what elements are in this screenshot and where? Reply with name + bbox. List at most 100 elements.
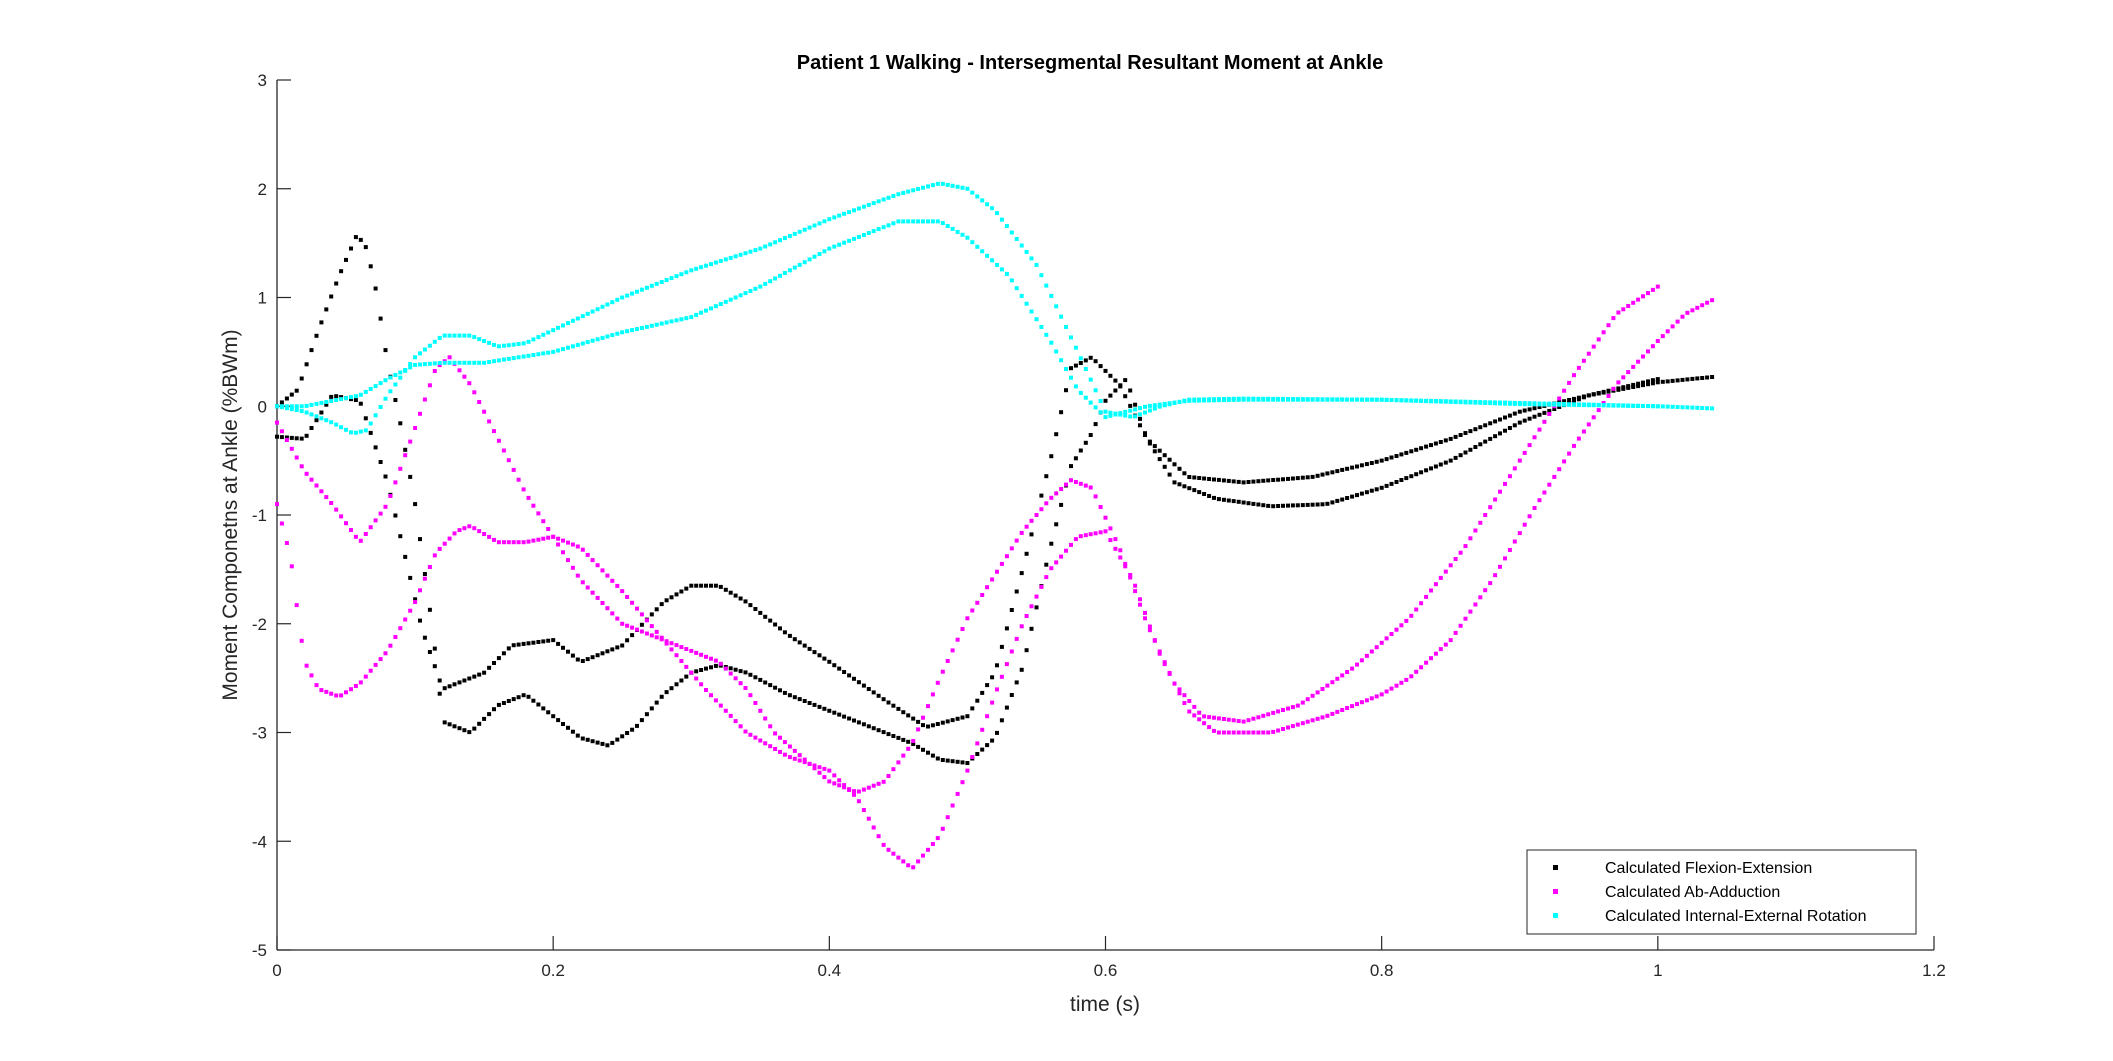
data-point bbox=[324, 402, 329, 407]
data-point bbox=[669, 641, 674, 646]
data-point bbox=[319, 410, 324, 415]
data-point bbox=[664, 690, 669, 695]
data-point bbox=[748, 249, 753, 254]
data-point bbox=[817, 765, 822, 770]
data-point bbox=[314, 683, 319, 688]
data-point bbox=[1542, 490, 1547, 495]
data-point bbox=[284, 541, 289, 545]
data-point bbox=[1216, 716, 1221, 721]
data-point bbox=[294, 603, 299, 608]
data-point bbox=[1088, 485, 1093, 490]
data-point bbox=[1488, 400, 1493, 405]
data-point bbox=[861, 787, 866, 792]
data-point bbox=[620, 589, 625, 594]
data-point bbox=[891, 194, 896, 198]
data-point bbox=[975, 600, 980, 605]
data-point bbox=[945, 659, 950, 663]
data-point bbox=[447, 722, 452, 727]
data-point bbox=[1241, 480, 1246, 485]
data-point bbox=[921, 185, 925, 190]
data-point bbox=[694, 266, 699, 271]
data-point bbox=[472, 390, 477, 395]
data-point bbox=[782, 236, 787, 241]
data-point bbox=[965, 768, 970, 773]
data-point bbox=[566, 345, 570, 350]
data-point bbox=[891, 221, 896, 226]
data-point bbox=[1399, 398, 1404, 403]
data-point bbox=[447, 333, 452, 338]
data-point bbox=[832, 663, 837, 668]
data-point bbox=[1300, 721, 1305, 726]
data-point bbox=[1586, 422, 1591, 427]
data-point bbox=[1202, 476, 1207, 481]
data-point bbox=[329, 501, 334, 505]
data-point bbox=[1414, 447, 1419, 452]
data-point bbox=[289, 446, 294, 451]
data-point bbox=[625, 638, 630, 643]
data-point bbox=[324, 400, 329, 404]
data-point bbox=[1572, 402, 1576, 407]
data-point bbox=[388, 375, 393, 380]
data-point bbox=[1374, 397, 1379, 402]
data-point bbox=[1088, 532, 1093, 537]
data-point bbox=[1581, 395, 1586, 400]
data-point bbox=[1424, 660, 1429, 665]
data-point bbox=[935, 722, 940, 726]
data-point bbox=[876, 693, 881, 698]
data-point bbox=[1078, 448, 1083, 453]
data-point bbox=[561, 347, 565, 352]
data-point bbox=[1034, 262, 1039, 267]
data-point bbox=[506, 356, 511, 361]
data-point bbox=[1207, 494, 1212, 498]
data-point bbox=[279, 400, 284, 405]
data-point bbox=[1488, 421, 1493, 426]
data-point bbox=[901, 859, 906, 864]
data-point bbox=[605, 573, 610, 578]
data-point bbox=[1517, 531, 1522, 536]
data-point bbox=[314, 333, 319, 338]
data-point bbox=[1004, 271, 1009, 276]
data-point bbox=[1078, 534, 1083, 539]
data-point bbox=[1192, 713, 1197, 718]
data-point bbox=[492, 342, 496, 347]
data-point bbox=[1083, 367, 1088, 371]
data-point bbox=[1103, 409, 1108, 414]
data-point bbox=[852, 718, 856, 723]
data-point bbox=[639, 326, 644, 330]
data-point bbox=[999, 644, 1004, 649]
data-point bbox=[319, 416, 324, 421]
data-point bbox=[1226, 498, 1231, 503]
data-point bbox=[1019, 293, 1024, 298]
data-point bbox=[1281, 727, 1285, 731]
data-point bbox=[1009, 608, 1014, 612]
data-point bbox=[452, 360, 457, 365]
data-point bbox=[684, 647, 689, 651]
data-point bbox=[378, 511, 383, 516]
data-point bbox=[1710, 406, 1715, 411]
data-point bbox=[575, 573, 580, 578]
data-point bbox=[960, 780, 965, 785]
data-point bbox=[654, 629, 659, 634]
data-point bbox=[778, 626, 782, 631]
data-point bbox=[1478, 400, 1483, 405]
data-point bbox=[585, 552, 590, 557]
data-point bbox=[551, 638, 556, 643]
data-point bbox=[1123, 378, 1128, 383]
data-point bbox=[1567, 451, 1572, 456]
data-point bbox=[1616, 380, 1621, 385]
data-point bbox=[1542, 401, 1547, 406]
plot-points bbox=[275, 181, 1715, 870]
data-point bbox=[1049, 293, 1054, 298]
data-point bbox=[753, 286, 758, 291]
data-point bbox=[339, 693, 344, 698]
data-point bbox=[388, 643, 393, 648]
data-point bbox=[1503, 428, 1507, 433]
data-point bbox=[664, 278, 669, 282]
data-point bbox=[1522, 408, 1527, 413]
data-point bbox=[817, 704, 822, 709]
data-point bbox=[995, 663, 999, 668]
data-point bbox=[1103, 398, 1108, 403]
data-point bbox=[1162, 403, 1167, 408]
data-point bbox=[980, 747, 985, 752]
data-point bbox=[600, 651, 605, 656]
